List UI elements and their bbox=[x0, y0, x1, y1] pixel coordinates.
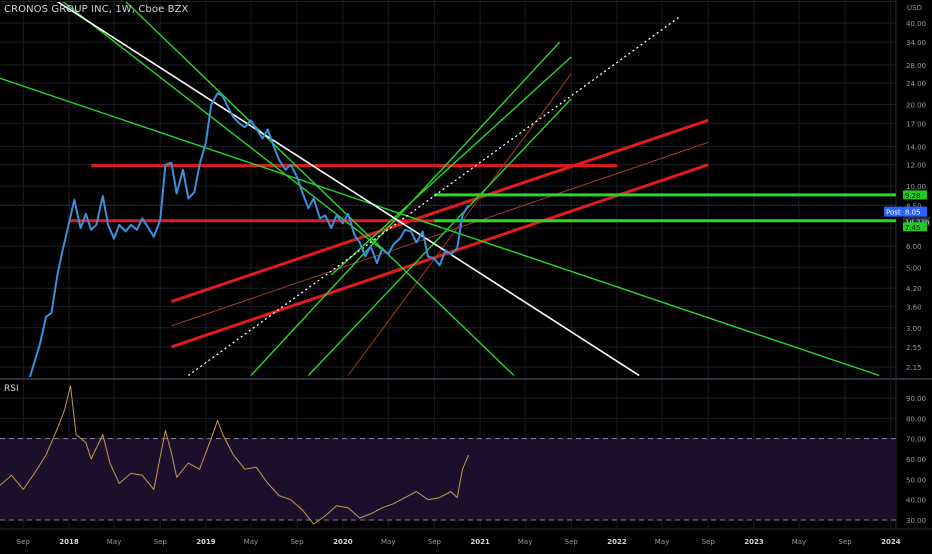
rsi-tick-label: 70.00 bbox=[906, 436, 926, 444]
trendline-white-dotted bbox=[187, 16, 680, 377]
rsi-tick-label: 40.00 bbox=[906, 497, 926, 505]
x-tick-label: Sep bbox=[428, 538, 442, 546]
trendline-green bbox=[330, 56, 572, 276]
trendline-thin-red bbox=[171, 141, 709, 327]
badge-upper-level-bg bbox=[903, 190, 927, 200]
rsi-tick-label: 30.00 bbox=[906, 517, 926, 525]
y-tick-label: 17.00 bbox=[906, 121, 926, 129]
chart-title: CRONOS GROUP INC, 1W, Cboe BZX bbox=[4, 4, 189, 15]
x-tick-label: May bbox=[107, 538, 121, 546]
x-tick-label: Sep bbox=[17, 538, 31, 546]
x-tick-label: 2019 bbox=[196, 538, 216, 546]
x-tick-label: Sep bbox=[839, 538, 853, 546]
rsi-series-group bbox=[0, 385, 469, 525]
trendline-green bbox=[62, 2, 389, 255]
x-tick-label: 2018 bbox=[59, 538, 79, 546]
badge-post-label: Post bbox=[886, 209, 901, 217]
price-series-line bbox=[28, 92, 470, 377]
y-tick-label: 3.60 bbox=[906, 303, 922, 311]
badge-lower-level-bg bbox=[903, 222, 927, 232]
y-tick-label: 40.00 bbox=[906, 20, 926, 28]
y-tick-label: 2.15 bbox=[906, 364, 922, 372]
y-tick-label: 3.00 bbox=[906, 325, 922, 333]
rsi-series-line bbox=[0, 385, 469, 525]
x-tick-label: Sep bbox=[290, 538, 304, 546]
trendlines bbox=[0, 2, 896, 377]
x-tick-label: May bbox=[244, 538, 258, 546]
x-tick-label: 2023 bbox=[744, 538, 764, 546]
x-tick-label: Sep bbox=[565, 538, 579, 546]
price-series-group bbox=[28, 92, 470, 377]
trendline-red bbox=[170, 118, 709, 303]
y-tick-label: 4.20 bbox=[906, 285, 922, 293]
rsi-tick-label: 50.00 bbox=[906, 476, 926, 484]
badge-upper-level: 9.28 bbox=[905, 192, 921, 200]
y-tick-label: 10.00 bbox=[906, 183, 926, 191]
trendline-green bbox=[307, 98, 572, 376]
x-tick-label: May bbox=[792, 538, 806, 546]
badge-post-value-bg bbox=[903, 206, 927, 217]
y-tick-label: 5.00 bbox=[906, 265, 922, 273]
trendline-green bbox=[250, 41, 561, 376]
badge-post-value: 8.05 bbox=[905, 209, 921, 217]
trendline-green bbox=[0, 77, 880, 377]
x-tick-label: 2024 bbox=[881, 538, 901, 546]
x-tick-label: Sep bbox=[154, 538, 168, 546]
x-tick-label: 2021 bbox=[470, 538, 490, 546]
y-tick-label: 34.00 bbox=[906, 39, 926, 47]
y-tick-label: 6.00 bbox=[906, 243, 922, 251]
badge-lower-level: 7.45 bbox=[905, 224, 921, 232]
trendline-green bbox=[125, 2, 515, 377]
y-tick-label: 2.55 bbox=[906, 344, 922, 352]
y-tick-label: 28.00 bbox=[906, 62, 926, 70]
x-tick-label: May bbox=[518, 538, 532, 546]
y-tick-label: 14.00 bbox=[906, 144, 926, 152]
trendline-thin-red bbox=[347, 73, 572, 376]
x-tick-label: 2022 bbox=[607, 538, 627, 546]
rsi-label: RSI bbox=[4, 384, 19, 394]
x-tick-label: Sep bbox=[702, 538, 716, 546]
trendline-white bbox=[56, 2, 640, 377]
rsi-tick-label: 80.00 bbox=[906, 415, 926, 423]
x-tick-label: May bbox=[655, 538, 669, 546]
rsi-tick-label: 90.00 bbox=[906, 395, 926, 403]
rsi-tick-label: 60.00 bbox=[906, 456, 926, 464]
y-tick-label: 20.00 bbox=[906, 102, 926, 110]
currency-label: USD bbox=[907, 4, 922, 12]
y-tick-label: 24.00 bbox=[906, 80, 926, 88]
y-tick-label: 8.50 bbox=[906, 202, 922, 210]
rsi-band bbox=[0, 438, 896, 520]
x-tick-label: May bbox=[381, 538, 395, 546]
x-tick-label: 2020 bbox=[333, 538, 353, 546]
badge-post-label-bg bbox=[884, 206, 903, 217]
y-tick-label: 12.00 bbox=[906, 162, 926, 170]
